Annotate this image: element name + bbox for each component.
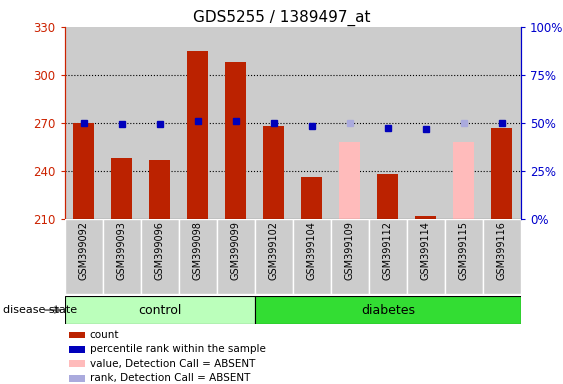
Text: GSM399102: GSM399102	[269, 221, 279, 280]
Text: GSM399092: GSM399092	[79, 221, 89, 280]
Bar	[331, 219, 369, 294]
Bar	[103, 27, 141, 219]
Bar	[369, 219, 406, 294]
Text: control: control	[138, 304, 181, 316]
Bar	[254, 296, 521, 324]
Bar	[69, 332, 85, 339]
Text: GSM399112: GSM399112	[383, 221, 393, 280]
Bar	[65, 296, 254, 324]
Bar	[453, 142, 474, 219]
Bar	[339, 142, 360, 219]
Bar	[377, 174, 398, 219]
Bar	[217, 27, 254, 219]
Text: GSM399096: GSM399096	[155, 221, 165, 280]
Bar	[254, 27, 293, 219]
Bar	[103, 219, 141, 294]
Text: GSM399093: GSM399093	[117, 221, 127, 280]
Text: percentile rank within the sample: percentile rank within the sample	[90, 344, 266, 354]
Bar	[445, 27, 483, 219]
Bar	[69, 375, 85, 382]
Text: count: count	[90, 330, 119, 340]
Text: GSM399099: GSM399099	[231, 221, 241, 280]
Bar	[263, 126, 284, 219]
Bar	[65, 219, 103, 294]
Bar	[491, 127, 512, 219]
Bar	[69, 346, 85, 353]
Text: disease state: disease state	[3, 305, 77, 315]
Bar	[179, 27, 217, 219]
Bar	[225, 62, 246, 219]
Bar	[73, 123, 94, 219]
Text: GSM399098: GSM399098	[193, 221, 203, 280]
Bar	[369, 27, 406, 219]
Bar	[483, 27, 521, 219]
Text: GSM399115: GSM399115	[459, 221, 469, 280]
Text: diabetes: diabetes	[361, 304, 415, 316]
Bar	[141, 219, 179, 294]
Bar	[254, 219, 293, 294]
Bar	[301, 177, 322, 219]
Bar	[179, 219, 217, 294]
Bar	[483, 219, 521, 294]
Text: rank, Detection Call = ABSENT: rank, Detection Call = ABSENT	[90, 373, 250, 383]
Bar	[111, 158, 132, 219]
Bar	[293, 27, 331, 219]
Bar	[217, 219, 254, 294]
Bar	[407, 27, 445, 219]
Bar	[149, 160, 170, 219]
Bar	[415, 216, 436, 219]
Bar	[69, 360, 85, 367]
Bar	[65, 27, 103, 219]
Bar	[187, 51, 208, 219]
Bar	[331, 27, 369, 219]
Text: GSM399104: GSM399104	[307, 221, 317, 280]
Text: GSM399109: GSM399109	[345, 221, 355, 280]
Text: GSM399114: GSM399114	[421, 221, 431, 280]
Bar	[445, 219, 483, 294]
Text: GSM399116: GSM399116	[497, 221, 507, 280]
Bar	[141, 27, 179, 219]
Bar	[407, 219, 445, 294]
Bar	[293, 219, 331, 294]
Text: GDS5255 / 1389497_at: GDS5255 / 1389497_at	[193, 10, 370, 26]
Text: value, Detection Call = ABSENT: value, Detection Call = ABSENT	[90, 359, 255, 369]
